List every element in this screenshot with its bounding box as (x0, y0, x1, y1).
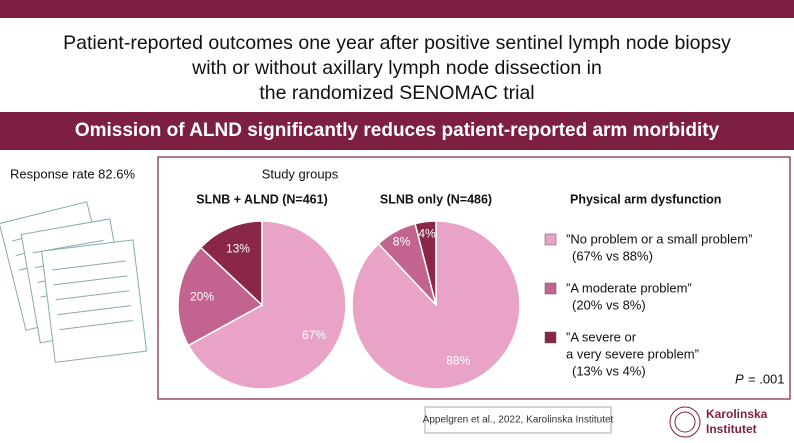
legend-label: ”No problem or a small problem” (566, 231, 752, 246)
legend-swatch (544, 282, 557, 295)
title-line: the randomized SENOMAC trial (259, 82, 534, 104)
slice-label: 13% (226, 242, 250, 256)
pie-title: SLNB + ALND (N=461) (196, 192, 328, 206)
slice-label: 8% (393, 235, 411, 249)
legend-label: a very severe problem” (566, 346, 699, 361)
pie-slice (414, 220, 437, 306)
citation: Appelgren et al., 2022, Karolinska Insti… (423, 415, 614, 426)
slice-label: 67% (302, 328, 326, 342)
citation-box (424, 406, 612, 434)
questionnaire-icon (0, 201, 148, 363)
legend-title: Physical arm dysfunction (570, 192, 721, 206)
legend-swatch (544, 331, 557, 344)
pie-title: SLNB only (N=486) (380, 192, 492, 206)
title-line: Patient-reported outcomes one year after… (63, 32, 731, 54)
p-symbol: P (735, 371, 744, 386)
banner (0, 112, 794, 150)
banner-text: Omission of ALND significantly reduces p… (75, 120, 720, 141)
p-value: = .001 (748, 371, 785, 386)
panel-border (157, 156, 791, 400)
logo-text: Institutet (706, 422, 757, 436)
legend-swatch (544, 233, 557, 246)
pie-slice (351, 220, 521, 390)
pie-slice (187, 220, 347, 390)
pie-slice (199, 220, 263, 307)
legend-label: ”A severe or (566, 329, 637, 344)
slice-label: 20% (190, 290, 214, 304)
legend-note: (20% vs 8%) (572, 297, 646, 312)
pie-slice (177, 246, 264, 347)
logo-text: Karolinska (706, 407, 768, 421)
slice-label: 88% (446, 353, 470, 367)
slice-label: 4% (418, 226, 436, 240)
title-line: with or without axillary lymph node diss… (191, 57, 602, 79)
logo-seal (669, 406, 701, 438)
legend-note: (13% vs 4%) (572, 363, 646, 378)
response-rate: Response rate 82.6% (10, 166, 135, 181)
top-bar (0, 0, 794, 18)
legend-label: ”A moderate problem” (566, 280, 692, 295)
legend-note: (67% vs 88%) (572, 248, 653, 263)
panel-title: Study groups (262, 166, 339, 181)
